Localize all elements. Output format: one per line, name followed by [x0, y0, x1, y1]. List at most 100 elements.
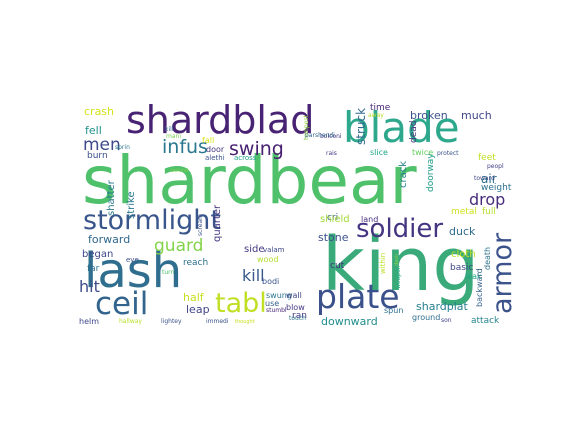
word-eye: eye	[126, 256, 139, 264]
word-bolconi: bolconi	[320, 133, 342, 140]
word-men: men	[83, 135, 121, 155]
word-shardplat: shardplat	[416, 300, 469, 313]
word-cloth: cloth	[451, 249, 476, 260]
word-dash: dash	[394, 254, 400, 266]
word-thought: thought	[235, 319, 255, 325]
word-within: within	[379, 253, 387, 274]
word-sprin: sprin	[115, 144, 130, 151]
word-weapon: weapon	[395, 265, 402, 289]
word-ground: ground	[412, 313, 440, 322]
word-swung: swung	[266, 291, 292, 300]
word-helm: helm	[79, 317, 99, 326]
word-rais: rais	[326, 150, 337, 157]
word-attack: attack	[471, 316, 500, 326]
word-tempest: tempest	[303, 114, 310, 140]
word-downward: downward	[321, 315, 378, 328]
word-kill: kill	[165, 126, 174, 133]
word-much: much	[461, 109, 492, 122]
word-slice: slice	[370, 148, 388, 157]
word-armor: armor	[487, 232, 518, 314]
word-far: far	[87, 264, 100, 274]
word-turn: turn	[162, 269, 175, 276]
word-shield: shield	[320, 214, 350, 225]
word-behind: behind	[171, 168, 188, 174]
word-plate: plate	[316, 277, 400, 316]
word-use: use	[265, 299, 279, 308]
word-metal: metal	[451, 207, 477, 217]
word-wood: wood	[257, 255, 278, 264]
word-reach: reach	[183, 258, 208, 268]
word-land: land	[361, 215, 378, 224]
word-ran: ran	[292, 311, 307, 321]
word-forward: forward	[88, 233, 130, 246]
word-mani: mani	[166, 133, 181, 140]
word-drop: drop	[469, 190, 505, 209]
word-tabl: tabl	[215, 288, 267, 319]
word-ceil: ceil	[95, 286, 148, 322]
word-kill: kill	[242, 266, 265, 285]
word-lash: lash	[84, 243, 182, 299]
word-full: full	[482, 207, 496, 217]
word-burn: burn	[87, 151, 108, 161]
word-blade: blade	[343, 103, 460, 152]
word-twice: twice	[412, 148, 433, 157]
word-quarter: quarter	[212, 204, 223, 242]
word-door: door	[206, 145, 225, 154]
word-alethi: alethi	[205, 154, 225, 162]
word-fell: fell	[85, 124, 102, 137]
word-air: air	[481, 172, 497, 186]
word-touch: touch	[289, 315, 306, 322]
word-struck: struck	[354, 108, 368, 145]
word-hit: hit	[79, 277, 100, 296]
word-away: away	[368, 112, 384, 119]
word-crash: crash	[84, 105, 114, 118]
word-cut: cut	[330, 261, 345, 271]
word-basic: basic	[450, 263, 473, 273]
word-stone: stone	[318, 231, 349, 244]
word-soldier: soldier	[356, 214, 443, 244]
word-side: side	[244, 244, 265, 255]
word-parshendi: parshendi	[305, 132, 335, 139]
word-stumbl: stumbl	[266, 307, 287, 314]
word-shardbear: shardbear	[82, 142, 417, 219]
word-protect: protect	[437, 150, 459, 157]
word-weight: weight	[481, 183, 512, 193]
word-across: across	[234, 154, 257, 162]
word-peopl: peopl	[487, 163, 504, 170]
word-bodi: bodi	[262, 277, 279, 286]
word-death: death	[483, 247, 492, 270]
word-half: half	[183, 291, 205, 304]
word-broken: broken	[410, 109, 448, 122]
word-dead: dead	[409, 121, 419, 143]
word-doorway: doorway	[426, 153, 436, 192]
word-duck: duck	[449, 225, 476, 238]
word-wall: wall	[286, 291, 302, 300]
word-hallway: hallway	[119, 318, 142, 325]
word-shatter: shatter	[106, 179, 117, 216]
word-strike: strike	[126, 191, 137, 219]
word-valam: valam	[263, 246, 285, 254]
word-cri: cri	[327, 213, 338, 223]
word-leak: leak	[465, 272, 482, 281]
word-stormlight: stormlight	[83, 205, 221, 236]
word-infus: infus	[162, 136, 208, 158]
word-feet: feet	[478, 153, 496, 163]
word-backward: backward	[475, 268, 484, 307]
cloud-background	[72, 98, 504, 326]
word-blow: blow	[286, 303, 305, 312]
word-leap: leap	[186, 303, 210, 316]
word-guard: guard	[154, 236, 203, 256]
word-shardblad: shardblad	[126, 98, 314, 142]
word-fall: fall	[202, 136, 214, 145]
word-time: time	[370, 103, 391, 113]
word-toward: toward	[474, 175, 495, 182]
word-began: began	[82, 249, 113, 260]
word-son: son	[441, 317, 452, 324]
word-swing: swing	[229, 138, 284, 160]
word-scream: scream	[197, 214, 204, 236]
word-lightey: lightey	[161, 318, 182, 325]
word-crack: crack	[398, 161, 409, 188]
word-king: king	[322, 222, 479, 308]
